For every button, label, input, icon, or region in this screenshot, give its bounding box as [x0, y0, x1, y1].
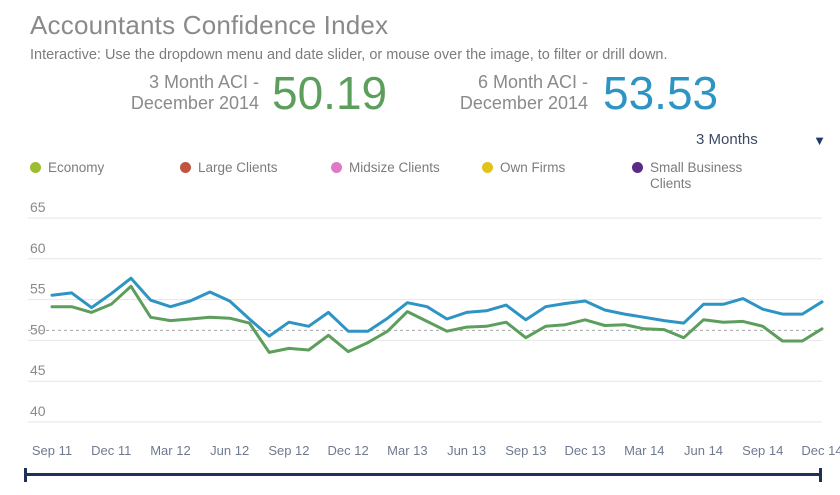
legend-item[interactable]: Midsize Clients — [331, 160, 440, 176]
x-tick-label: Dec 12 — [328, 443, 369, 458]
y-tick-label: 55 — [30, 281, 46, 297]
y-tick-label: 40 — [30, 403, 46, 419]
x-tick-label: Jun 13 — [447, 443, 486, 458]
legend-label: Own Firms — [500, 160, 566, 175]
kpi-6-month-label-line2: December 2014 — [459, 93, 588, 113]
legend-dot-icon — [331, 162, 342, 173]
legend-label: Large Clients — [198, 160, 278, 175]
kpi-6-month-label: 6 Month ACI - December 2014 — [425, 72, 588, 114]
range-dropdown[interactable]: 3 Months ▼ — [696, 130, 826, 152]
legend-label: Economy — [48, 160, 105, 175]
date-slider[interactable] — [24, 468, 822, 482]
series-line-3-month[interactable] — [50, 284, 824, 354]
legend-item[interactable]: Small Business Clients — [632, 160, 742, 192]
range-dropdown-label: 3 Months — [696, 131, 758, 148]
y-tick-label: 45 — [30, 362, 46, 378]
date-slider-start-handle[interactable] — [24, 468, 27, 482]
line-chart[interactable]: 40 45 50 55 60 65 Sep 11 Dec 11 Mar 12 Jun 12 Sep … — [0, 195, 840, 463]
legend-dot-icon — [632, 162, 643, 173]
series-line-6-month[interactable] — [50, 276, 824, 338]
date-slider-end-handle[interactable] — [819, 468, 822, 482]
x-tick-label: Dec 11 — [91, 443, 131, 458]
x-tick-label: Sep 11 — [32, 443, 72, 458]
x-tick-label: Sep 13 — [505, 443, 546, 458]
kpi-3-month-label: 3 Month ACI - December 2014 — [95, 72, 259, 114]
y-tick-label: 50 — [30, 321, 46, 337]
legend-item[interactable]: Economy — [30, 160, 104, 176]
legend-label: Small Business Clients — [650, 160, 743, 191]
legend-dot-icon — [180, 162, 191, 173]
triangle-down-icon[interactable]: ▼ — [813, 133, 826, 148]
page-title: Accountants Confidence Index — [30, 10, 389, 40]
legend-item[interactable]: Own Firms — [482, 160, 565, 176]
x-tick-label: Jun 14 — [684, 443, 723, 458]
kpi-6-month-label-line1: 6 Month ACI - — [477, 72, 588, 92]
x-tick-label: Dec 14 — [801, 443, 840, 458]
x-tick-label: Jun 12 — [210, 443, 249, 458]
y-tick-label: 60 — [30, 240, 46, 256]
legend-dot-icon — [30, 162, 41, 173]
legend-label: Midsize Clients — [349, 160, 440, 175]
legend-item[interactable]: Large Clients — [180, 160, 278, 176]
page-subtitle: Interactive: Use the dropdown menu and d… — [30, 47, 668, 63]
x-tick-label: Mar 14 — [624, 443, 664, 458]
date-slider-track[interactable] — [24, 473, 822, 476]
kpi-3-month-label-line2: December 2014 — [130, 93, 259, 113]
legend-dot-icon — [482, 162, 493, 173]
y-tick-label: 65 — [30, 199, 46, 215]
x-tick-label: Sep 14 — [742, 443, 783, 458]
kpi-6-month-value: 53.53 — [603, 67, 719, 119]
x-tick-label: Mar 13 — [387, 443, 427, 458]
x-tick-label: Dec 13 — [564, 443, 605, 458]
x-tick-label: Sep 12 — [268, 443, 309, 458]
kpi-3-month-label-line1: 3 Month ACI - — [148, 72, 259, 92]
x-tick-label: Mar 12 — [150, 443, 190, 458]
kpi-3-month-value: 50.19 — [272, 67, 388, 119]
